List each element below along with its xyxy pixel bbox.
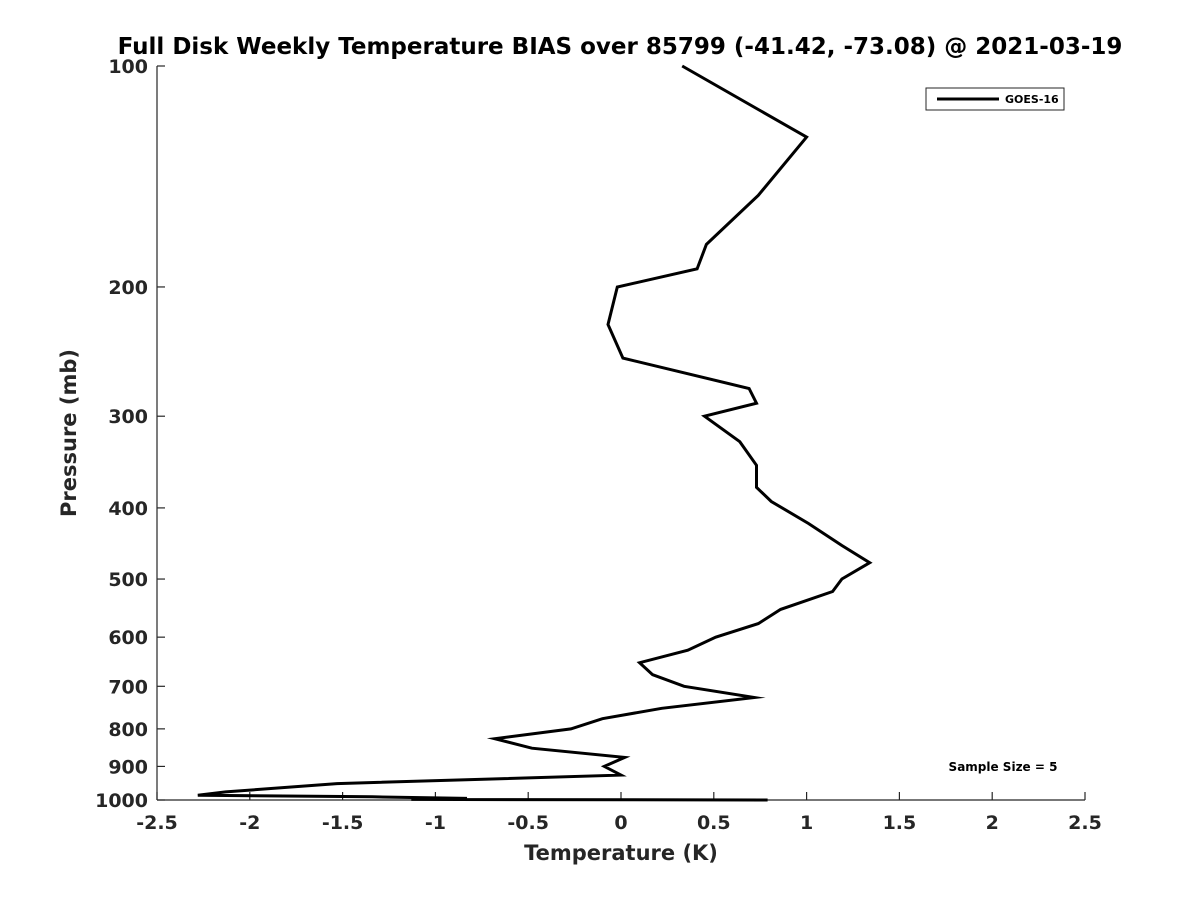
y-tick-label: 400 xyxy=(108,498,148,520)
y-tick-label: 900 xyxy=(108,756,148,778)
y-tick-label: 700 xyxy=(108,676,148,698)
legend: GOES-16 xyxy=(925,87,1065,111)
x-tick-label: 0.5 xyxy=(697,812,731,834)
x-tick-label: 0 xyxy=(614,812,627,834)
y-axis-ticks: 100 200 300 400 500 600 700 800 900 1000 xyxy=(95,56,165,812)
x-tick-label: 2 xyxy=(986,812,999,834)
x-tick-label: -1.5 xyxy=(322,812,364,834)
x-tick-label: 1 xyxy=(800,812,813,834)
x-tick-label: -2.5 xyxy=(136,812,178,834)
series-line-goes-16 xyxy=(197,64,873,802)
sample-size-annotation: Sample Size = 5 xyxy=(949,760,1058,774)
y-tick-label: 100 xyxy=(108,56,148,78)
x-axis-label: Temperature (K) xyxy=(524,841,718,865)
y-tick-label: 1000 xyxy=(95,790,148,812)
y-tick-label: 300 xyxy=(108,406,148,428)
legend-label-goes-16: GOES-16 xyxy=(1005,93,1059,106)
series-layer xyxy=(197,64,873,802)
x-tick-label: -1 xyxy=(425,812,446,834)
x-tick-label: -2 xyxy=(239,812,260,834)
y-axis-label: Pressure (mb) xyxy=(57,349,81,517)
y-tick-label: 800 xyxy=(108,719,148,741)
y-tick-label: 500 xyxy=(108,569,148,591)
y-tick-label: 600 xyxy=(108,627,148,649)
y-tick-label: 200 xyxy=(108,277,148,299)
x-tick-label: 2.5 xyxy=(1068,812,1102,834)
chart-title: Full Disk Weekly Temperature BIAS over 8… xyxy=(118,34,1123,60)
x-axis-ticks: -2.5 -2 -1.5 -1 -0.5 0 0.5 1 1.5 2 2.5 xyxy=(136,792,1102,834)
x-tick-label: 1.5 xyxy=(883,812,917,834)
x-tick-label: -0.5 xyxy=(507,812,549,834)
